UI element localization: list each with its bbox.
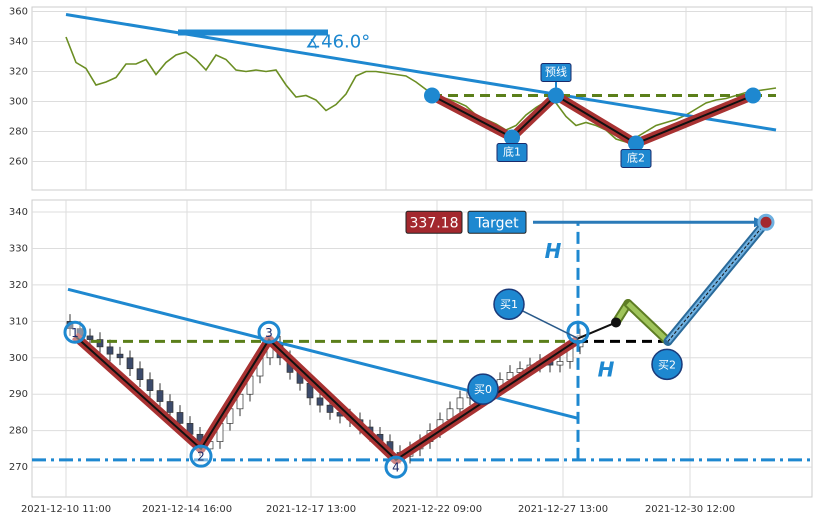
pivot-marker xyxy=(63,320,87,344)
pattern-point xyxy=(745,87,761,104)
y-tick-label: 270 xyxy=(9,462,28,473)
pivot-label: 3 xyxy=(265,326,273,340)
pattern-label: 底1 xyxy=(503,145,521,159)
x-tick-label: 2021-12-22 09:00 xyxy=(392,504,482,515)
plot-frame xyxy=(31,6,813,191)
candle-body xyxy=(96,339,104,348)
signal-bubble xyxy=(467,373,499,405)
x-tick-label: 2021-12-14 16:00 xyxy=(142,504,232,515)
y-tick-label: 360 xyxy=(9,7,28,18)
target-value-box xyxy=(405,210,463,234)
signal-bubble xyxy=(493,288,525,320)
label-box xyxy=(620,149,652,168)
candle-body xyxy=(126,357,134,370)
y-tick-label: 300 xyxy=(9,353,28,364)
pivot-marker xyxy=(189,444,213,468)
y-tick-label: 340 xyxy=(9,207,28,218)
plot-frame xyxy=(31,199,813,498)
pattern-line xyxy=(74,335,579,462)
pivot-label: 4 xyxy=(392,461,400,475)
y-tick-label: 320 xyxy=(9,280,28,291)
pattern-point xyxy=(504,129,520,146)
pattern-label: 预线 xyxy=(545,65,567,79)
y-tick-label: 280 xyxy=(9,127,28,138)
candle-body xyxy=(156,390,164,402)
candle-body xyxy=(316,397,324,406)
price-line xyxy=(65,36,777,143)
x-tick-label: 2021-12-30 12:00 xyxy=(645,504,735,515)
y-tick-label: 310 xyxy=(9,316,28,327)
target-label: Target xyxy=(474,215,519,231)
signal-label: 买2 xyxy=(658,358,676,371)
candle-body xyxy=(146,379,154,391)
height-label: H xyxy=(598,357,615,381)
candle-body xyxy=(86,335,94,340)
projection-segment xyxy=(626,301,670,344)
candle-body xyxy=(166,401,174,413)
signal-label: 买0 xyxy=(474,383,492,396)
target-label-box xyxy=(467,210,527,234)
x-tick-label: 2021-12-10 11:00 xyxy=(21,504,111,515)
angle-label: ∡46.0° xyxy=(305,32,370,53)
target-value: 337.18 xyxy=(410,215,459,231)
pivot-marker xyxy=(257,320,281,344)
pattern-point xyxy=(424,87,440,104)
projection-segment xyxy=(577,321,617,340)
label-box xyxy=(540,63,572,82)
candle-body xyxy=(106,346,114,355)
signal-bubble xyxy=(651,348,683,381)
label-box xyxy=(496,143,528,162)
x-tick-label: 2021-12-17 13:00 xyxy=(266,504,356,515)
y-tick-label: 320 xyxy=(9,67,28,78)
candle-body xyxy=(456,397,464,410)
target-point xyxy=(757,213,775,231)
projection-segment xyxy=(667,221,767,342)
y-tick-label: 300 xyxy=(9,97,28,108)
y-tick-label: 340 xyxy=(9,37,28,48)
pivot-label: 2 xyxy=(197,450,205,464)
candle-body xyxy=(326,404,334,413)
pattern-label: 底2 xyxy=(627,151,645,165)
y-tick-label: 290 xyxy=(9,389,28,400)
pattern-point xyxy=(628,135,644,152)
breakout-marker xyxy=(566,320,590,344)
candle-body xyxy=(176,412,184,424)
candle-body xyxy=(136,368,144,381)
y-tick-label: 280 xyxy=(9,426,28,437)
y-tick-label: 330 xyxy=(9,243,28,254)
y-tick-label: 260 xyxy=(9,157,28,168)
candle-body xyxy=(556,361,564,366)
pattern-point xyxy=(548,87,564,104)
signal-label: 买1 xyxy=(500,298,518,311)
pivot-marker xyxy=(384,455,408,479)
projection-point xyxy=(611,317,621,328)
candle-body xyxy=(116,353,124,359)
height-label: H xyxy=(545,239,562,263)
x-tick-label: 2021-12-27 13:00 xyxy=(518,504,608,515)
pivot-label: 1 xyxy=(71,326,79,340)
